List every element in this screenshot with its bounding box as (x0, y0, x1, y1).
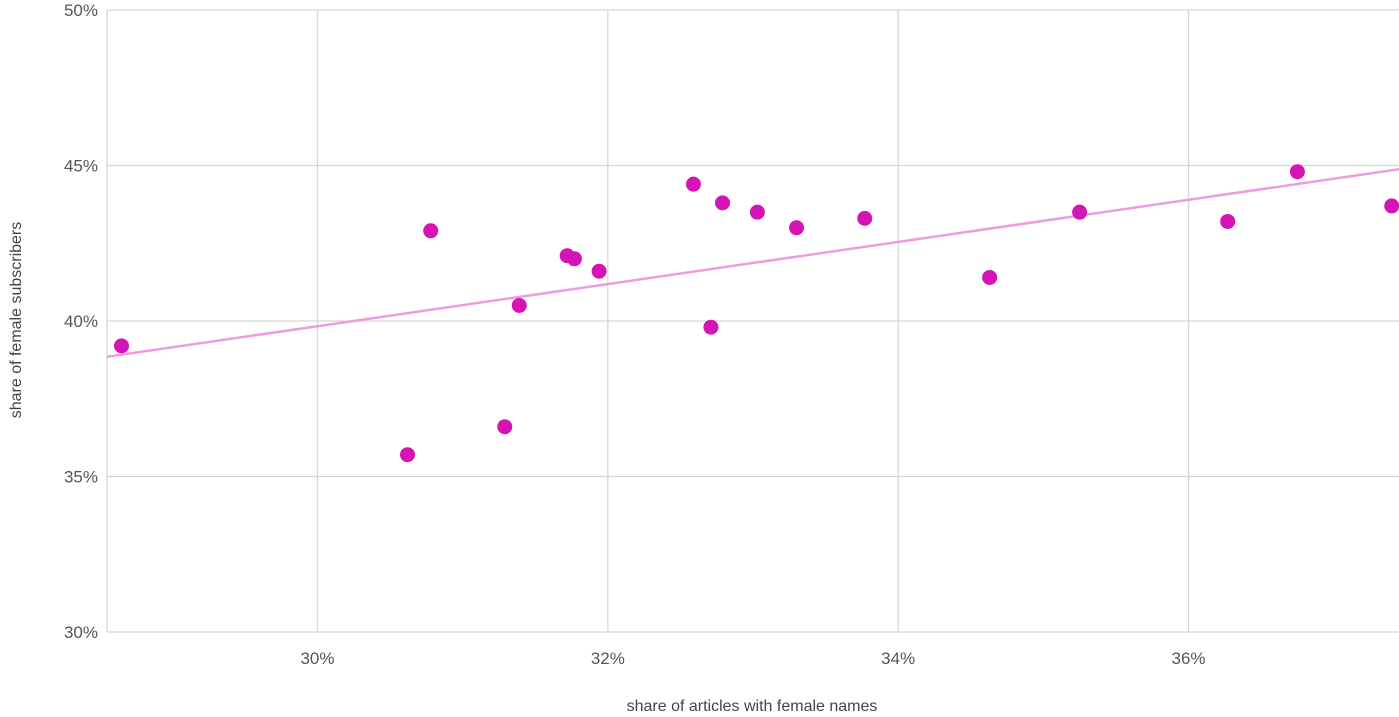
tick-labels: 30% 35% 40% 45% 50% 30% 32% 34% 36% (64, 1, 1206, 668)
data-point (399, 447, 415, 463)
data-point (685, 176, 701, 192)
points-layer (114, 164, 1399, 463)
data-point (511, 297, 527, 313)
data-point (497, 419, 513, 435)
data-point (591, 263, 607, 279)
x-tick-label: 36% (1171, 649, 1205, 668)
y-tick-label: 45% (64, 157, 98, 176)
data-point (789, 220, 805, 236)
data-point (1220, 213, 1236, 229)
x-tick-label: 30% (300, 649, 334, 668)
data-point (566, 251, 582, 267)
y-axis-title: share of female subscribers (8, 222, 25, 419)
x-tick-label: 32% (591, 649, 625, 668)
data-point (715, 195, 731, 211)
data-point (1072, 204, 1088, 220)
trendline (106, 167, 1399, 359)
data-point (749, 204, 765, 220)
grid (106, 9, 1399, 633)
data-point (703, 319, 719, 335)
y-tick-label: 30% (64, 623, 98, 642)
data-point (982, 269, 998, 285)
y-tick-label: 35% (64, 468, 98, 487)
data-point (1289, 164, 1305, 180)
x-tick-label: 34% (881, 649, 915, 668)
data-point (857, 210, 873, 226)
data-point (423, 223, 439, 239)
data-point (1384, 198, 1399, 214)
y-tick-label: 50% (64, 1, 98, 20)
data-point (114, 338, 130, 354)
x-axis-title: share of articles with female names (627, 698, 878, 715)
trendline-layer (106, 167, 1399, 359)
y-tick-label: 40% (64, 312, 98, 331)
